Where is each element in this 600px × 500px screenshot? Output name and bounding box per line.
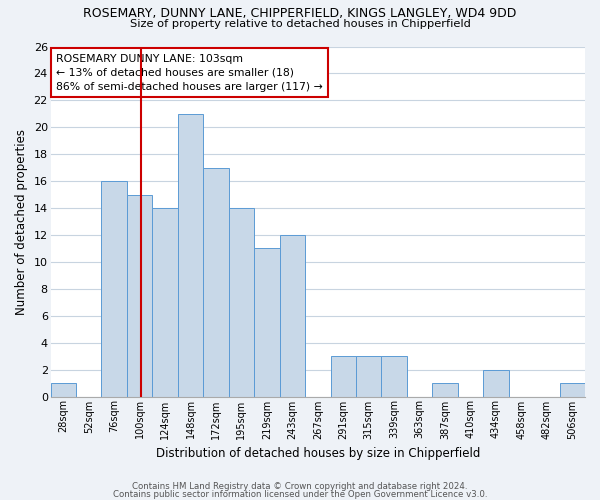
Text: Size of property relative to detached houses in Chipperfield: Size of property relative to detached ho… [130,19,470,29]
Bar [229,208,254,396]
Bar [50,383,76,396]
Bar [127,194,152,396]
Bar [101,181,127,396]
Text: ROSEMARY, DUNNY LANE, CHIPPERFIELD, KINGS LANGLEY, WD4 9DD: ROSEMARY, DUNNY LANE, CHIPPERFIELD, KING… [83,8,517,20]
Bar [280,235,305,396]
Bar [483,370,509,396]
Bar [152,208,178,396]
X-axis label: Distribution of detached houses by size in Chipperfield: Distribution of detached houses by size … [155,447,480,460]
Bar [560,383,585,396]
Bar [433,383,458,396]
Text: Contains public sector information licensed under the Open Government Licence v3: Contains public sector information licen… [113,490,487,499]
Bar [382,356,407,397]
Bar [254,248,280,396]
Y-axis label: Number of detached properties: Number of detached properties [15,128,28,314]
Text: ROSEMARY DUNNY LANE: 103sqm
← 13% of detached houses are smaller (18)
86% of sem: ROSEMARY DUNNY LANE: 103sqm ← 13% of det… [56,54,323,92]
Bar [178,114,203,397]
Bar [203,168,229,396]
Bar [356,356,382,397]
Bar [331,356,356,397]
Text: Contains HM Land Registry data © Crown copyright and database right 2024.: Contains HM Land Registry data © Crown c… [132,482,468,491]
